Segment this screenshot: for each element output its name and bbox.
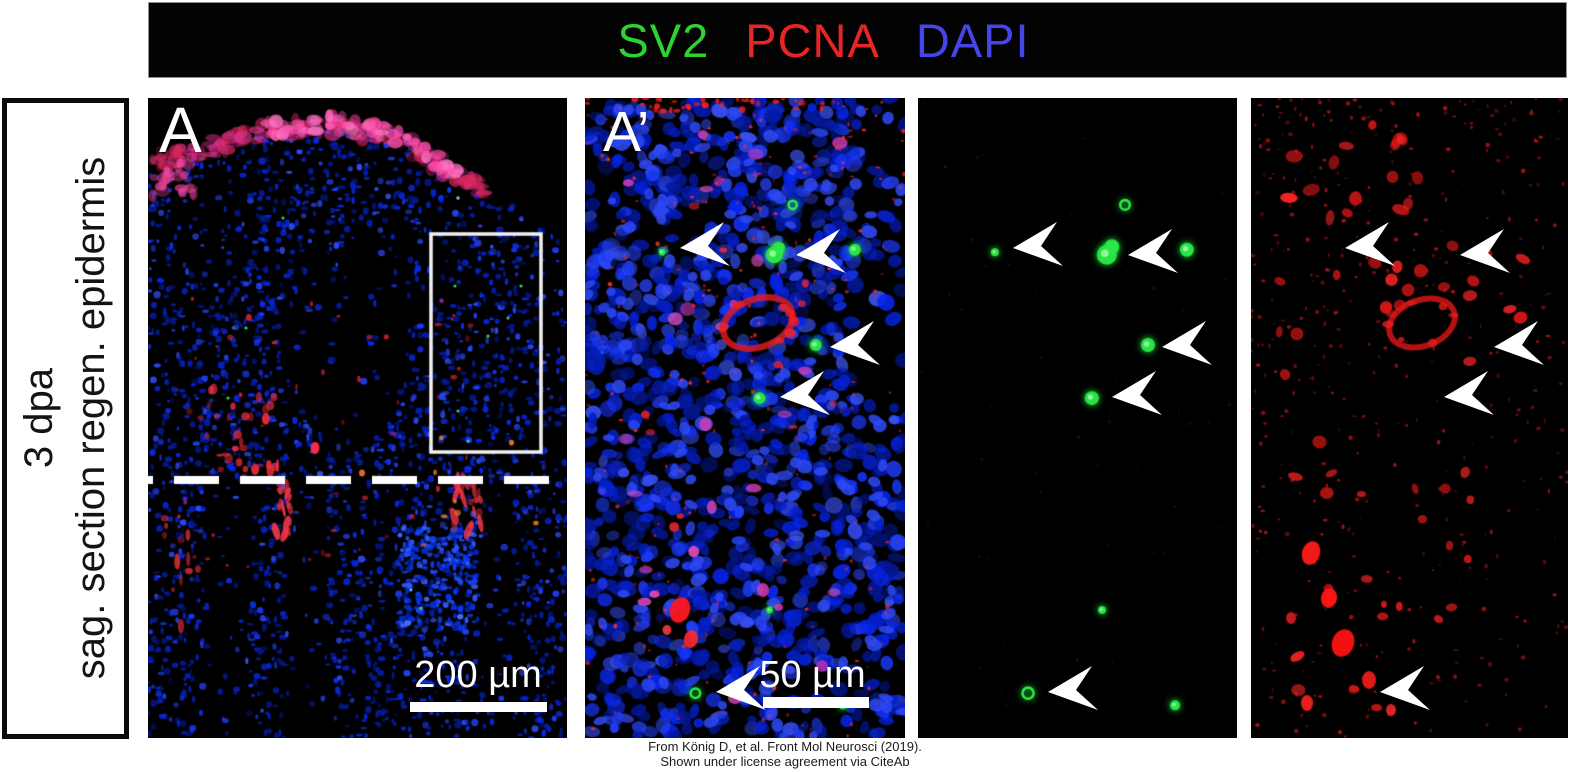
channel-label-dapi: DAPI bbox=[915, 13, 1030, 67]
caption-citation-line: From König D, et al. Front Mol Neurosci … bbox=[648, 739, 922, 754]
scale-bar-label-200um: 200 µm bbox=[414, 654, 542, 696]
channel-label-sv2: SV2 bbox=[617, 13, 710, 67]
panel-inset-merge: A’ 50 µm bbox=[585, 98, 905, 738]
scale-bar-line-50um bbox=[763, 697, 869, 708]
scale-bar-label-50um: 50 µm bbox=[759, 654, 866, 696]
panel-pcna-channel bbox=[1251, 98, 1568, 738]
timepoint-label: 3 dpa bbox=[17, 367, 61, 469]
micrograph-canvas-inset bbox=[585, 98, 905, 738]
channel-legend-bar: SV2 PCNA DAPI bbox=[148, 2, 1567, 78]
channel-label-pcna: PCNA bbox=[745, 13, 880, 67]
panel-sv2-channel bbox=[918, 98, 1237, 738]
micrograph-canvas-sv2 bbox=[918, 98, 1237, 738]
caption-license-line: Shown under license agreement via CiteAb bbox=[660, 754, 910, 769]
panel-letter-a: A bbox=[159, 98, 202, 166]
sample-label-box bbox=[2, 98, 129, 739]
section-description-label: sag. section regen. epidermis bbox=[69, 156, 113, 680]
channel-legend-row: SV2 PCNA DAPI bbox=[617, 17, 1029, 64]
license-caption: From König D, et al. Front Mol Neurosci … bbox=[0, 739, 1570, 769]
scale-bar-line-200um bbox=[410, 702, 547, 712]
sample-label-text: 3 dpa sag. section regen. epidermis bbox=[13, 157, 117, 680]
panel-letter-a-prime: A’ bbox=[603, 100, 650, 164]
micrograph-canvas-overview bbox=[148, 98, 567, 738]
panel-overview-merge: A 200 µm bbox=[148, 98, 567, 738]
micrograph-canvas-pcna bbox=[1251, 98, 1568, 738]
